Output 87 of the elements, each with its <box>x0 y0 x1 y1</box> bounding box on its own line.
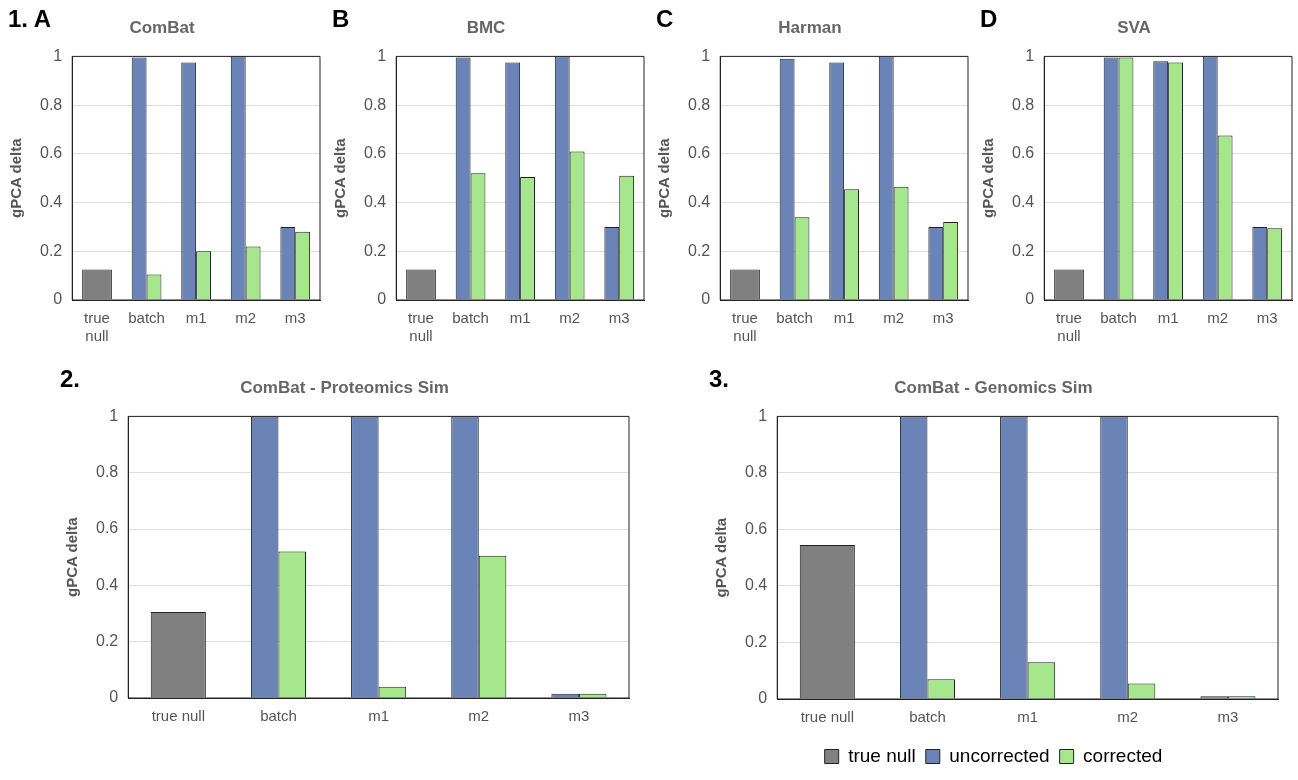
y-axis-title: gPCA delta <box>331 137 349 218</box>
legend-label: uncorrected <box>949 744 1050 766</box>
text: 2. <box>60 364 81 392</box>
x-tick-label: m1 <box>833 309 855 327</box>
x-tick-label: batch <box>909 708 946 726</box>
y-tick-label: 0 <box>1025 290 1035 308</box>
y-tick-label: 0.8 <box>744 463 768 481</box>
x-tick-label: m2 <box>883 309 905 327</box>
x-tick-label: true null <box>732 309 758 345</box>
y-tick-label: 1 <box>109 406 119 424</box>
y-tick-label: 0.6 <box>39 144 63 162</box>
x-tick-label: m3 <box>568 707 590 725</box>
x-tick-label: m1 <box>509 309 531 327</box>
x-tick-label: batch <box>452 309 489 327</box>
y-axis-title: gPCA delta <box>712 517 730 598</box>
chart-title: ComBat <box>129 17 195 37</box>
text: C <box>656 4 674 32</box>
y-tick-label: 0 <box>53 290 63 308</box>
text: D <box>980 4 998 32</box>
y-tick-label: 0.6 <box>95 519 119 537</box>
x-tick-label: m3 <box>1256 309 1278 327</box>
chart-title: Harman <box>778 17 842 37</box>
y-tick-label: 0.6 <box>1011 144 1035 162</box>
y-tick-label: 0.8 <box>1011 95 1035 113</box>
x-tick-label: m3 <box>1217 708 1239 726</box>
x-tick-label: batch <box>1100 309 1137 327</box>
x-tick-label: true null <box>1056 309 1082 345</box>
x-tick-label: m2 <box>468 707 490 725</box>
y-axis-title: gPCA delta <box>655 137 673 218</box>
x-tick-label: m3 <box>284 309 306 327</box>
y-tick-label: 0.2 <box>687 241 711 259</box>
y-tick-label: 0.8 <box>363 95 387 113</box>
y-tick-label: 0.8 <box>95 463 119 481</box>
y-tick-label: 0 <box>701 290 711 308</box>
y-tick-label: 0.2 <box>39 241 63 259</box>
legend-label: corrected <box>1083 744 1163 766</box>
y-tick-label: 0 <box>758 689 768 707</box>
x-tick-label: true null <box>800 708 855 726</box>
y-tick-label: 1 <box>758 406 768 424</box>
text: 3. <box>709 364 730 392</box>
y-tick-label: 0.6 <box>744 519 768 537</box>
y-tick-label: 0.8 <box>39 95 63 113</box>
x-tick-label: m2 <box>1207 309 1229 327</box>
y-tick-label: 1 <box>1025 46 1035 64</box>
y-tick-label: 0.6 <box>363 144 387 162</box>
y-axis-title: gPCA delta <box>7 137 25 218</box>
x-tick-label: m3 <box>932 309 954 327</box>
y-tick-label: 0.2 <box>1011 241 1035 259</box>
y-tick-label: 0.4 <box>1011 192 1035 210</box>
x-tick-label: m1 <box>1017 708 1039 726</box>
y-tick-label: 1 <box>701 46 711 64</box>
y-tick-label: 0.2 <box>95 632 119 650</box>
x-tick-label: batch <box>128 309 165 327</box>
x-tick-label: m2 <box>1117 708 1139 726</box>
x-tick-label: batch <box>260 707 297 725</box>
x-tick-label: true null <box>151 707 206 725</box>
y-tick-label: 0.4 <box>363 192 387 210</box>
x-tick-label: true null <box>408 309 434 345</box>
y-axis-title: gPCA delta <box>979 137 997 218</box>
y-tick-label: 0.2 <box>363 241 387 259</box>
chart-title: SVA <box>1117 17 1151 37</box>
y-tick-label: 0.6 <box>687 144 711 162</box>
y-tick-label: 1 <box>377 46 387 64</box>
y-axis-title: gPCA delta <box>63 516 81 597</box>
y-tick-label: 0.4 <box>95 575 119 593</box>
chart-title: BMC <box>466 17 506 37</box>
y-tick-label: 0 <box>109 688 119 706</box>
y-tick-label: 0.4 <box>744 576 768 594</box>
text: 1. A <box>8 4 52 32</box>
x-tick-label: m1 <box>1157 309 1179 327</box>
y-tick-label: 0.2 <box>744 632 768 650</box>
text: B <box>332 4 350 32</box>
chart-title: ComBat - Genomics Sim <box>894 377 1093 397</box>
x-tick-label: true null <box>84 309 110 345</box>
x-tick-label: batch <box>776 309 813 327</box>
chart-title: ComBat - Proteomics Sim <box>240 377 449 397</box>
y-tick-label: 0.4 <box>687 192 711 210</box>
x-tick-label: m3 <box>608 309 630 327</box>
legend-label: true null <box>848 744 916 766</box>
x-tick-label: m2 <box>235 309 257 327</box>
x-tick-label: m1 <box>368 707 390 725</box>
x-tick-label: m1 <box>185 309 207 327</box>
y-tick-label: 0 <box>377 290 387 308</box>
y-tick-label: 0.8 <box>687 95 711 113</box>
y-tick-label: 1 <box>53 46 63 64</box>
y-tick-label: 0.4 <box>39 192 63 210</box>
x-tick-label: m2 <box>559 309 581 327</box>
